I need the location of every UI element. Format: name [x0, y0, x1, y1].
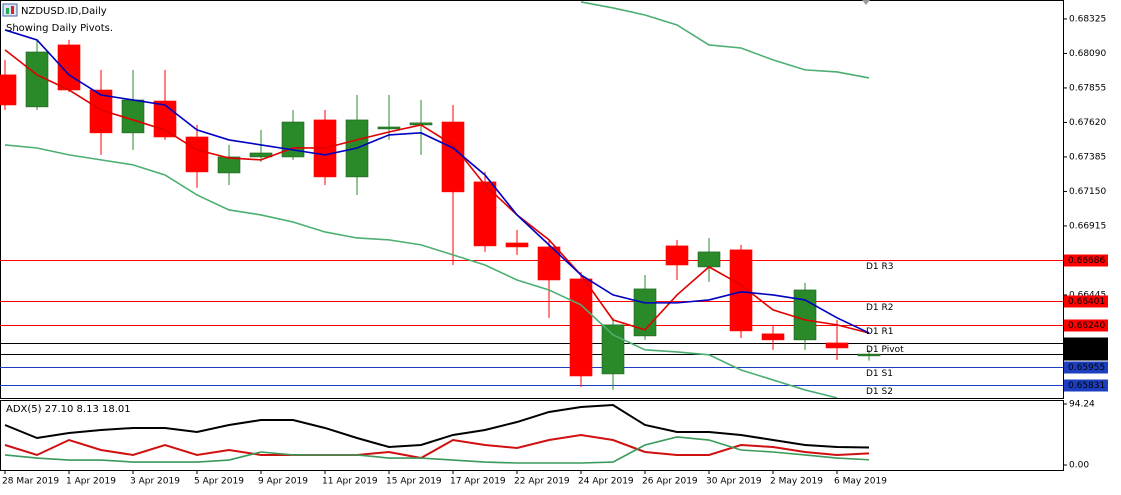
overlay: NZDUSD.ID,Daily Showing Daily Pivots. AD…	[2, 0, 1108, 487]
price-box	[1064, 379, 1108, 392]
main-plot	[0, 1, 1063, 398]
y-tick-label: 0.67385	[1069, 152, 1106, 162]
pivot-label: D1 R1	[866, 327, 894, 337]
y-tick-label: 0.68090	[1069, 49, 1106, 59]
sub-frame	[0, 400, 1064, 471]
candle-body	[729, 249, 753, 332]
candle-body	[601, 324, 625, 375]
candle-body	[569, 278, 593, 377]
indicator-line	[4, 403, 870, 449]
window-icon	[2, 3, 18, 17]
candle-body	[665, 245, 689, 266]
indicator-line	[4, 49, 870, 334]
x-tick-label: 26 Apr 2019	[642, 477, 698, 487]
candle-body	[185, 136, 209, 173]
x-tick-label: 2 May 2019	[770, 477, 823, 487]
candle-body	[441, 121, 465, 193]
candle-body	[217, 156, 241, 174]
y-tick-label: 0.66445	[1069, 290, 1106, 300]
x-tick-label: 30 Apr 2019	[706, 477, 762, 487]
candle-body	[825, 342, 849, 349]
candle-body	[89, 89, 113, 134]
window-icon-bar	[6, 8, 9, 14]
pivot-label: D1 R2	[866, 303, 894, 313]
price-box-label: 0.65831	[1068, 381, 1105, 391]
x-tick-label: 11 Apr 2019	[322, 477, 378, 487]
y-tick-label: 0.67620	[1069, 118, 1106, 128]
candle-body	[537, 246, 561, 281]
price-box-label: 0.66042	[1068, 350, 1105, 360]
indicator-line	[4, 433, 870, 460]
candle-body	[505, 242, 529, 248]
adx-plot	[4, 403, 870, 464]
candle-body	[377, 126, 401, 130]
x-tick-label: 3 Apr 2019	[130, 477, 180, 487]
x-tick-label: 15 Apr 2019	[386, 477, 442, 487]
x-tick-label: 5 Apr 2019	[194, 477, 244, 487]
price-box-label: 0.66240	[1068, 321, 1105, 331]
shift-marker	[862, 0, 870, 5]
y-tick-label: 0.00	[1069, 461, 1089, 471]
price-box-label: 0.66686	[1068, 256, 1105, 266]
candle-body	[153, 100, 177, 138]
window-icon-bar	[11, 6, 14, 14]
main-frame	[0, 0, 1064, 399]
x-tick-label: 24 Apr 2019	[578, 477, 634, 487]
indicator-line	[580, 1, 870, 79]
indicator-line	[4, 436, 870, 464]
indicator-line	[4, 29, 870, 334]
price-box-label: 0.66401	[1068, 297, 1105, 307]
candle-body	[121, 99, 145, 134]
x-tick-label: 22 Apr 2019	[514, 477, 570, 487]
x-tick-label: 17 Apr 2019	[450, 477, 506, 487]
y-tick-label: 94.24	[1069, 399, 1095, 409]
price-box-label: 0.66116	[1068, 339, 1105, 349]
price-box-label: 0.65955	[1068, 363, 1105, 373]
price-box	[1064, 319, 1108, 332]
pivot-label: D1 S1	[866, 369, 893, 379]
pivot-label: D1 S2	[866, 387, 893, 397]
candle-body	[25, 51, 49, 108]
x-tick-label: 6 May 2019	[834, 477, 887, 487]
price-box	[1064, 348, 1108, 361]
candle-body	[0, 74, 17, 106]
price-box	[1064, 295, 1108, 308]
y-tick-label: 0.67150	[1069, 187, 1106, 197]
y-tick-label: 0.68325	[1069, 14, 1106, 24]
candle-body	[761, 333, 785, 341]
chart-title: NZDUSD.ID,Daily	[21, 6, 107, 17]
y-tick-label: 0.67855	[1069, 83, 1106, 93]
candle-body	[697, 251, 721, 268]
price-box	[1064, 254, 1108, 267]
pivot-label: D1 R3	[866, 262, 894, 272]
candle-body	[793, 289, 817, 341]
pivot-label: D1 Pivot	[866, 345, 904, 355]
x-tick-label: 28 Mar 2019	[2, 477, 59, 487]
y-tick-label: 0.66915	[1069, 221, 1106, 231]
price-box	[1064, 361, 1108, 374]
adx-label: ADX(5) 27.10 8.13 18.01	[6, 404, 131, 415]
x-tick-label: 9 Apr 2019	[258, 477, 308, 487]
chart-subtitle: Showing Daily Pivots.	[6, 23, 113, 34]
indicator-line	[4, 144, 838, 398]
candle-body	[857, 353, 881, 357]
price-box	[1064, 337, 1108, 350]
x-tick-label: 1 Apr 2019	[66, 477, 116, 487]
candle-body	[473, 181, 497, 247]
